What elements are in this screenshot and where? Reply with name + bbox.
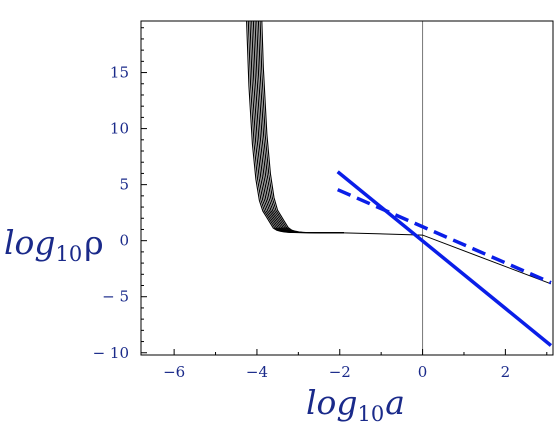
dashed-blue-line — [336, 188, 552, 285]
axis-ticks — [141, 27, 548, 355]
y-tick-label: 5 — [119, 176, 129, 194]
x-tick-label: 0 — [418, 363, 428, 381]
y-tick-label: 0 — [119, 232, 129, 250]
x-axis-title: log10a — [306, 383, 405, 426]
x-axis-title-variable: a — [385, 383, 405, 422]
thin-black-line — [343, 232, 552, 285]
solid-blue-line — [336, 170, 553, 347]
y-tick-label: − 5 — [102, 288, 129, 306]
y-tick-label: 15 — [110, 64, 129, 82]
x-axis-title-subscript: 10 — [358, 402, 385, 426]
x-tick-label: 2 — [501, 363, 511, 381]
y-tick-label: 10 — [110, 120, 129, 138]
x-tick-label: −2 — [329, 363, 351, 381]
y-axis-title-base: log — [4, 223, 56, 262]
y-axis-title-subscript: 10 — [56, 242, 83, 266]
axis-tick-labels: −6 −4 −2 0 2 − 10 − 5 0 5 10 15 — [93, 64, 511, 381]
y-axis-title-variable: ρ — [84, 223, 103, 262]
plot-frame — [140, 20, 554, 356]
x-tick-label: −6 — [163, 363, 185, 381]
y-tick-label: − 10 — [93, 344, 129, 362]
y-axis-title: log10ρ — [4, 223, 104, 266]
x-tick-label: −4 — [246, 363, 268, 381]
x-axis-title-base: log — [306, 383, 358, 422]
